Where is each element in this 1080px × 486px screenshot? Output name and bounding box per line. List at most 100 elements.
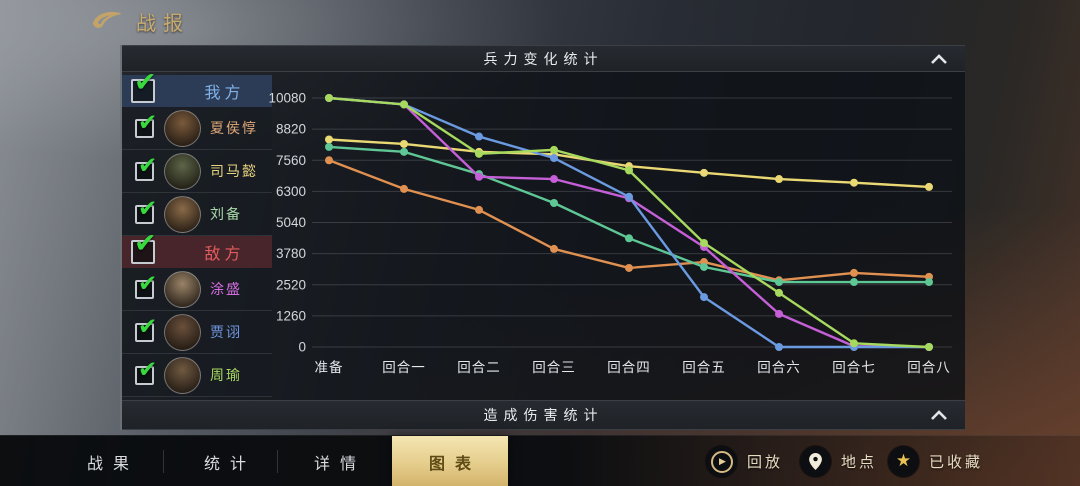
x-axis-tick-label: 回合八 — [907, 360, 951, 375]
data-point — [550, 145, 558, 154]
checkmark-icon: ✔ — [138, 355, 158, 382]
hero-name: 刘备 — [210, 206, 242, 222]
group-checkbox-ours[interactable]: ✔ — [131, 69, 157, 103]
y-axis-tick-label: 8820 — [276, 122, 306, 137]
data-point — [700, 168, 708, 177]
tab-label: 统计 — [203, 455, 256, 473]
data-point — [400, 100, 408, 109]
hero-filter-sidebar: ✔ 我方 ✔ 夏侯惇 ✔ 司马懿 ✔ 刘备 ✔ 敌方 ✔ 涂盛 ✔ 贾诩 ✔ 周瑜 — [122, 69, 272, 397]
sidebar-member-jiaxu[interactable]: ✔ 贾诩 — [122, 311, 272, 354]
member-checkbox-liubei[interactable]: ✔ — [135, 196, 157, 224]
hero-avatar — [164, 152, 201, 190]
expand-damage-chevron-up-icon[interactable] — [929, 409, 949, 421]
sidebar-member-liubei[interactable]: ✔ 刘备 — [122, 193, 272, 236]
data-point — [325, 135, 333, 144]
group-checkbox-enemy[interactable]: ✔ — [131, 230, 157, 264]
data-point — [700, 239, 708, 248]
data-point — [325, 94, 333, 102]
chart-series-0 — [325, 156, 933, 285]
data-point — [475, 170, 483, 179]
hero-avatar — [164, 109, 201, 147]
data-point — [775, 309, 783, 318]
data-point — [925, 278, 933, 287]
sidebar-member-xiahoudun[interactable]: ✔ 夏侯惇 — [122, 107, 272, 150]
member-checkbox-jiaxu[interactable]: ✔ — [135, 314, 157, 342]
group-label: 我方 — [204, 85, 245, 102]
checkmark-icon: ✔ — [138, 312, 158, 339]
hero-name: 夏侯惇 — [210, 120, 258, 136]
chart-series-2 — [325, 142, 933, 287]
data-point — [775, 288, 783, 297]
member-checkbox-tusheng[interactable]: ✔ — [135, 271, 157, 299]
data-point — [550, 198, 558, 207]
checkmark-icon: ✔ — [134, 67, 157, 97]
tab-charts[interactable]: 图表 — [392, 436, 508, 486]
data-point — [700, 262, 708, 271]
group-label: 敌方 — [204, 246, 245, 263]
data-point — [700, 293, 708, 302]
data-point — [550, 175, 558, 184]
hero-name: 周瑜 — [210, 367, 242, 383]
x-axis-tick-label: 回合二 — [457, 360, 501, 375]
sidebar-group-ours[interactable]: ✔ 我方 — [122, 69, 272, 107]
hero-name: 贾诩 — [210, 324, 242, 340]
member-checkbox-simayi[interactable]: ✔ — [135, 153, 157, 181]
y-axis-tick-label: 1260 — [276, 308, 306, 323]
data-point — [625, 263, 633, 272]
collapse-troops-chevron-up-icon[interactable] — [929, 53, 949, 65]
sidebar-group-enemy[interactable]: ✔ 敌方 — [122, 230, 272, 268]
x-axis-tick-label: 回合三 — [532, 360, 576, 375]
y-axis-tick-label: 6300 — [276, 184, 306, 199]
data-point — [475, 205, 483, 214]
sidebar-member-simayi[interactable]: ✔ 司马懿 — [122, 150, 272, 193]
troops-section-title: 兵力变化统计 — [483, 52, 604, 68]
y-axis-tick-label: 7560 — [276, 153, 306, 168]
location-pin-icon — [800, 446, 831, 477]
data-point — [925, 343, 933, 351]
data-point — [925, 182, 933, 191]
data-point — [400, 100, 408, 109]
tab-label: 战果 — [86, 455, 139, 473]
chart-series-1 — [325, 135, 933, 191]
data-point — [400, 100, 408, 109]
hero-avatar — [164, 356, 201, 394]
data-point — [550, 154, 558, 163]
data-point — [850, 268, 858, 277]
member-checkbox-xiahoudun[interactable]: ✔ — [135, 110, 157, 138]
data-point — [325, 156, 333, 165]
data-point — [625, 234, 633, 243]
sidebar-member-zhouyu[interactable]: ✔ 周瑜 — [122, 354, 272, 397]
data-point — [850, 339, 858, 348]
favorited-button[interactable]: ★ 已收藏 — [888, 436, 983, 486]
tab-battle-results[interactable]: 战果 — [50, 436, 166, 486]
sidebar-member-tusheng[interactable]: ✔ 涂盛 — [122, 268, 272, 311]
tab-details[interactable]: 详情 — [277, 436, 393, 486]
tab-statistics[interactable]: 统计 — [167, 436, 283, 486]
checkmark-icon: ✔ — [138, 269, 158, 296]
checkmark-icon: ✔ — [134, 228, 157, 258]
data-point — [850, 278, 858, 287]
action-label: 回放 — [747, 454, 784, 471]
location-button[interactable]: 地点 — [800, 436, 877, 486]
checkmark-icon: ✔ — [138, 194, 158, 221]
damage-section-header: 造成伤害统计 — [122, 400, 965, 430]
x-axis-tick-label: 回合四 — [607, 360, 651, 375]
bottom-tab-bar: 战果 统计 详情 图表 ▶ 回放 地点 ★ 已收藏 — [0, 435, 1080, 486]
y-axis-tick-label: 2520 — [276, 277, 306, 292]
y-axis-tick-label: 3780 — [276, 246, 306, 261]
data-point — [850, 343, 858, 351]
star-icon: ★ — [888, 446, 919, 477]
replay-button[interactable]: ▶ 回放 — [706, 436, 783, 486]
data-point — [625, 166, 633, 175]
x-axis-tick-label: 准备 — [315, 359, 344, 375]
hero-name: 司马懿 — [210, 163, 258, 179]
member-checkbox-zhouyu[interactable]: ✔ — [135, 357, 157, 385]
data-point — [475, 147, 483, 156]
chart-series-5 — [325, 94, 933, 351]
hero-avatar — [164, 195, 201, 233]
data-point — [550, 244, 558, 253]
data-point — [400, 184, 408, 193]
data-point — [775, 175, 783, 184]
data-point — [625, 192, 633, 201]
damage-section-title: 造成伤害统计 — [483, 409, 604, 424]
